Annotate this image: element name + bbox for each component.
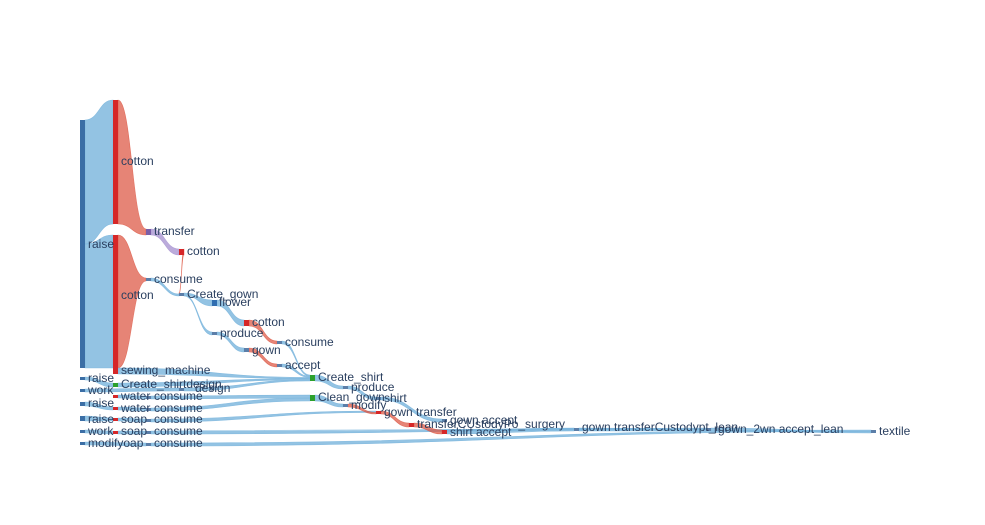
sankey-node-label-design_1: design	[195, 381, 230, 395]
sankey-node-label-cotton_3: cotton	[121, 288, 154, 302]
sankey-node-label-transfer_1: transfer	[154, 224, 195, 238]
sankey-node-transfer_custody[interactable]	[409, 423, 414, 427]
sankey-node-label-soap_2: soap	[121, 424, 147, 438]
sankey-node-modify_1[interactable]	[80, 442, 85, 445]
sankey-node-label-soap_1: soap	[121, 412, 147, 426]
sankey-node-label-gown_accept: gown accept	[450, 413, 518, 427]
sankey-node-label-gown_transfer_2: gown transferCustodypt_lean	[582, 420, 738, 434]
sankey-node-textile[interactable]	[871, 430, 876, 433]
sankey-node-label-cotton_1: cotton	[121, 154, 154, 168]
sankey-node-flower[interactable]	[212, 300, 217, 306]
sankey-node-label-raise_3: raise	[88, 396, 114, 410]
sankey-node-create_shirt[interactable]	[310, 375, 315, 381]
sankey-node-soap_1[interactable]	[113, 418, 118, 421]
labels-layer: raisecottontransfercottoncottonconsumeCr…	[87, 154, 911, 450]
sankey-node-gown_transfer_2[interactable]	[574, 428, 579, 431]
sankey-node-label-consume_5: consume	[154, 412, 203, 426]
sankey-node-consume_6[interactable]	[146, 431, 151, 434]
sankey-node-create_gown[interactable]	[179, 293, 184, 296]
sankey-node-consume_4[interactable]	[146, 408, 151, 411]
sankey-node-gown_accept[interactable]	[442, 419, 447, 422]
sankey-node-cotton_1[interactable]	[113, 100, 118, 224]
sankey-node-consume_1[interactable]	[146, 278, 151, 281]
sankey-node-label-create_shirt_design: Create_shirtdesign	[121, 377, 222, 391]
sankey-node-label-consume_3: consume	[154, 389, 203, 403]
links-layer	[84, 99, 872, 447]
sankey-node-label-work_1: work	[87, 383, 114, 397]
sankey-node-gown_transfer[interactable]	[376, 411, 381, 414]
sankey-node-consume_7[interactable]	[146, 443, 151, 446]
sankey-link-raise_main-to-cotton_3[interactable]	[84, 234, 114, 369]
sankey-node-transfer_1[interactable]	[146, 229, 151, 235]
sankey-node-label-create_shirt: Create_shirt	[318, 370, 384, 384]
sankey-node-label-gown_2: rgown_2wn accept_lean	[714, 422, 843, 436]
sankey-node-raise_3[interactable]	[80, 402, 85, 406]
sankey-node-consume_5[interactable]	[146, 419, 151, 422]
sankey-node-label-flower: flower	[219, 295, 251, 309]
sankey-node-label-produce_2: produce	[351, 380, 395, 394]
sankey-node-label-shirt_1: shirt	[384, 391, 407, 405]
sankey-node-label-gown_1: gown	[252, 343, 281, 357]
sankey-node-design_1[interactable]	[179, 388, 184, 391]
sankey-node-label-raise_main: raise	[88, 237, 114, 251]
sankey-node-consume_2[interactable]	[277, 341, 282, 344]
sankey-node-consume_3[interactable]	[146, 396, 151, 399]
sankey-node-produce_2[interactable]	[343, 386, 348, 389]
sankey-node-sewing_machine[interactable]	[113, 368, 118, 374]
sankey-node-shirt_1[interactable]	[376, 397, 381, 400]
sankey-node-label-clean_gown: Clean_gown	[318, 390, 385, 404]
nodes-layer	[80, 100, 876, 446]
sankey-node-water_2[interactable]	[113, 407, 118, 410]
sankey-node-raise_2[interactable]	[80, 377, 85, 380]
sankey-node-create_shirt_design[interactable]	[113, 383, 118, 387]
sankey-node-raise_main[interactable]	[80, 120, 85, 368]
sankey-node-label-consume_7: consume	[154, 436, 203, 450]
sankey-node-gown_2[interactable]	[706, 428, 711, 431]
sankey-node-gown_1[interactable]	[244, 348, 249, 352]
sankey-node-label-sewing_machine: sewing_machine	[121, 363, 211, 377]
sankey-node-label-water_2: water	[120, 401, 150, 415]
sankey-node-label-modify_1: modifyoap	[88, 436, 144, 450]
sankey-node-accept_1[interactable]	[277, 364, 282, 367]
sankey-node-cotton_4[interactable]	[244, 320, 249, 326]
sankey-node-modify_2[interactable]	[343, 404, 348, 407]
sankey-node-label-create_gown: Create_gown	[187, 287, 258, 301]
sankey-node-label-gown_transfer: gown transfer	[384, 405, 457, 419]
sankey-node-label-modify_2: modify	[351, 398, 386, 412]
sankey-node-produce_1[interactable]	[212, 332, 217, 335]
sankey-node-cotton_3[interactable]	[113, 235, 118, 368]
sankey-node-label-consume_6: consume	[154, 424, 203, 438]
sankey-node-label-water_1: water	[120, 389, 150, 403]
sankey-node-label-cotton_2: cotton	[187, 244, 220, 258]
sankey-link-raise_main-to-cotton_1[interactable]	[84, 99, 114, 245]
sankey-node-label-consume_2: consume	[285, 335, 334, 349]
sankey-node-shirt_accept[interactable]	[442, 430, 447, 434]
sankey-node-soap_2[interactable]	[113, 431, 118, 434]
sankey-node-work_2[interactable]	[80, 430, 85, 433]
sankey-node-label-accept_1: accept	[285, 358, 321, 372]
sankey-node-raise_4[interactable]	[80, 416, 85, 421]
sankey-node-label-produce_1: produce	[220, 326, 264, 340]
sankey-node-work_1[interactable]	[80, 389, 85, 392]
sankey-node-label-raise_2: raise	[88, 371, 114, 385]
sankey-node-label-work_2: work	[87, 424, 114, 438]
sankey-node-label-shirt_accept: shirt accept	[450, 425, 512, 439]
sankey-node-cotton_2[interactable]	[179, 249, 184, 255]
sankey-node-label-consume_1: consume	[154, 272, 203, 286]
sankey-node-clean_gown[interactable]	[310, 395, 315, 401]
sankey-node-label-textile: textile	[879, 424, 911, 438]
sankey-node-label-cotton_4: cotton	[252, 315, 285, 329]
sankey-link-cotton_3-to-consume_1[interactable]	[117, 234, 147, 369]
sankey-node-label-consume_4: consume	[154, 401, 203, 415]
sankey-node-label-transfer_custody: transferCUstodyPo_surgery	[417, 417, 565, 431]
sankey-node-water_1[interactable]	[113, 395, 118, 398]
sankey-node-label-raise_4: raise	[88, 412, 114, 426]
